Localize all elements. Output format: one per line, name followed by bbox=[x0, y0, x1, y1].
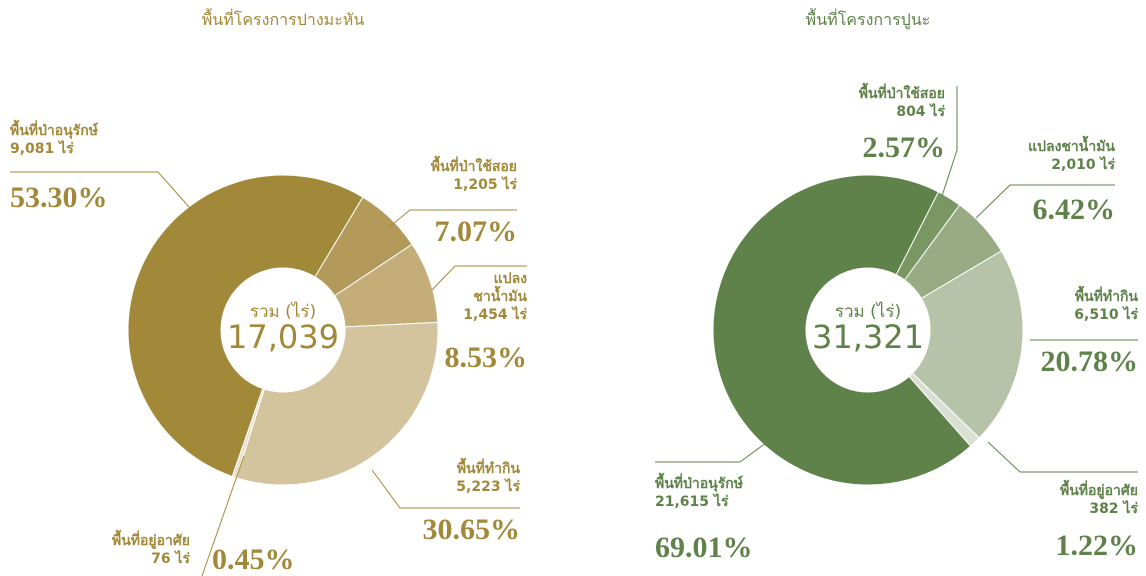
donut-hole bbox=[806, 268, 930, 392]
category-label: พื้นที่อยู่อาศัย bbox=[112, 533, 190, 549]
value-label: 8.53% bbox=[444, 341, 528, 374]
area-label: 9,081 ไร่ bbox=[10, 141, 74, 157]
leader-line bbox=[987, 441, 1138, 473]
center-label: รวม (ไร่) bbox=[834, 302, 902, 322]
leader-line bbox=[431, 265, 527, 291]
value-label: 0.45% bbox=[212, 543, 295, 576]
area-label: 2,010 ไร่ bbox=[1051, 157, 1115, 173]
value-label: 30.65% bbox=[422, 513, 521, 546]
total-label: 31,321 bbox=[812, 318, 924, 356]
category-label: พื้นที่ป่าอนุรักษ์ bbox=[10, 123, 98, 139]
leader-line bbox=[941, 86, 958, 197]
donut-hole bbox=[221, 268, 345, 392]
value-label: 6.42% bbox=[1032, 193, 1116, 226]
value-label: 53.30% bbox=[10, 181, 108, 214]
category-label: พื้นที่ทำกิน bbox=[1074, 289, 1138, 305]
area-label: 76 ไร่ bbox=[151, 551, 190, 567]
area-label: 6,510 ไร่ bbox=[1074, 307, 1138, 323]
category-label: พื้นที่ทำกิน bbox=[456, 461, 520, 477]
category-label: พื้นที่อยู่อาศัย bbox=[1060, 483, 1138, 499]
category-label: พื้นที่ป่าใช้สอย bbox=[858, 86, 945, 102]
area-label: 1,454 ไร่ bbox=[463, 307, 527, 323]
leader-line bbox=[387, 209, 517, 229]
leader-line bbox=[201, 455, 245, 576]
leader-line bbox=[371, 469, 520, 509]
area-label: 5,223 ไร่ bbox=[456, 479, 520, 495]
category-label: แปลงชาน้ำมัน bbox=[1028, 139, 1115, 155]
value-label: 7.07% bbox=[434, 215, 518, 248]
total-label: 17,039 bbox=[227, 318, 339, 356]
leader-line bbox=[10, 171, 191, 209]
value-label: 69.01% bbox=[655, 531, 753, 564]
value-label: 1.22% bbox=[1055, 529, 1139, 562]
category-label: พื้นที่ป่าใช้สอย bbox=[430, 159, 517, 175]
area-label: 804 ไร่ bbox=[896, 104, 945, 120]
leader-line bbox=[655, 417, 801, 463]
category-label: แปลง ชาน้ำมัน bbox=[473, 271, 527, 305]
area-label: 382 ไร่ bbox=[1089, 501, 1138, 517]
area-label: 21,615 ไร่ bbox=[655, 494, 729, 510]
chart-title: พื้นที่โครงการปูนะ bbox=[805, 10, 931, 29]
center-label: รวม (ไร่) bbox=[249, 302, 317, 322]
value-label: 2.57% bbox=[862, 131, 946, 164]
area-label: 1,205 ไร่ bbox=[453, 177, 517, 193]
category-label: พื้นที่ป่าอนุรักษ์ bbox=[655, 476, 743, 492]
value-label: 20.78% bbox=[1040, 345, 1139, 378]
leader-line bbox=[975, 184, 1115, 219]
chart-title: พื้นที่โครงการปางมะหัน bbox=[201, 10, 365, 29]
